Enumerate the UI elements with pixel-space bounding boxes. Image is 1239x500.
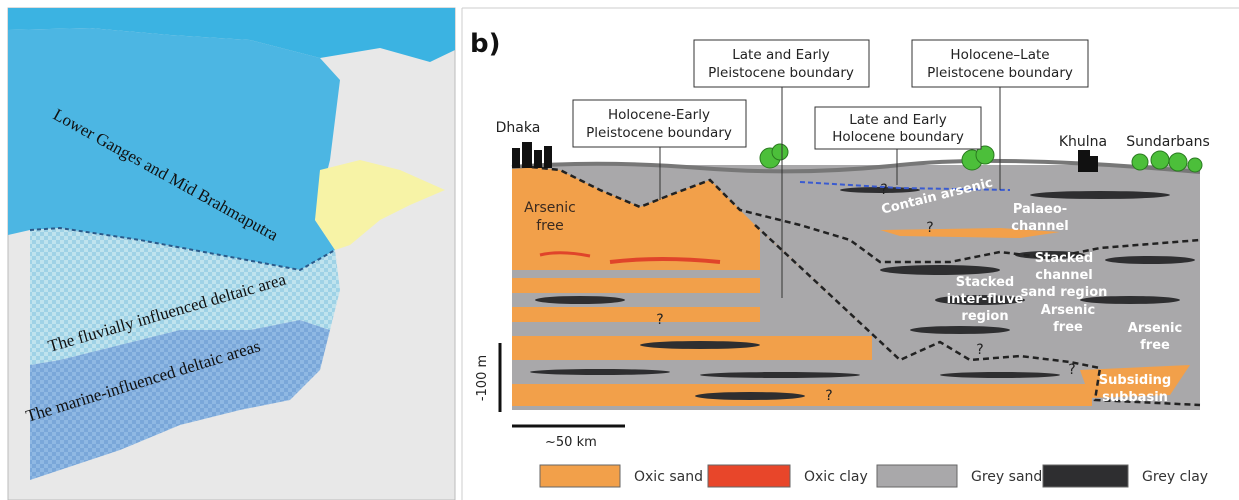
text-line: sand region <box>1021 285 1108 300</box>
text-line: subbasin <box>1102 390 1168 405</box>
place-label: Sundarbans <box>1126 134 1210 150</box>
distance-scale: ~50 km <box>545 435 597 450</box>
question-mark: ? <box>1068 362 1075 378</box>
legend-label: Oxic sand <box>634 469 703 485</box>
section-panel: b) Late and Early Pleistocene boundary Ho… <box>462 8 1239 500</box>
text-line: channel <box>1011 219 1069 234</box>
map-panel: Lower Ganges and Mid Brahmaputra The flu… <box>8 8 455 500</box>
figure: Lower Ganges and Mid Brahmaputra The flu… <box>0 0 1239 500</box>
depth-scale: -100 m <box>475 355 490 401</box>
text-line: Holocene–Late <box>950 47 1049 63</box>
text-line: Stacked <box>956 275 1014 290</box>
legend-label: Oxic clay <box>804 469 868 485</box>
text-line: Stacked <box>1035 251 1093 266</box>
text-line: Arsenic <box>1128 321 1182 336</box>
text-line: Holocene boundary <box>832 129 964 145</box>
text-line: free <box>1140 338 1170 353</box>
text-line: Pleistocene boundary <box>586 125 732 141</box>
text-line: Arsenic <box>1041 303 1095 318</box>
question-mark: ? <box>880 182 887 198</box>
legend-label: Grey sand <box>971 469 1042 485</box>
text-line: Subsiding <box>1099 373 1171 388</box>
place-label: Dhaka <box>496 120 541 136</box>
text-line: region <box>961 309 1008 324</box>
question-mark: ? <box>825 388 832 404</box>
question-mark: ? <box>976 342 983 358</box>
question-mark: ? <box>656 312 663 328</box>
text-line: inter-fluve <box>947 292 1024 307</box>
text-line: Palaeo- <box>1013 202 1067 217</box>
text-line: channel <box>1035 268 1093 283</box>
text-line: Arsenic <box>524 200 576 216</box>
panel-label: b) <box>470 29 501 59</box>
text-line: Pleistocene boundary <box>708 65 854 81</box>
legend-label: Grey clay <box>1142 469 1208 485</box>
text-line: free <box>536 218 564 234</box>
text-line: Pleistocene boundary <box>927 65 1073 81</box>
text-line: Late and Early <box>732 47 829 63</box>
place-label: Khulna <box>1059 134 1107 150</box>
text-line: Holocene-Early <box>608 107 710 123</box>
text-line: Late and Early <box>849 112 946 128</box>
text-line: free <box>1053 320 1083 335</box>
question-mark: ? <box>926 220 933 236</box>
